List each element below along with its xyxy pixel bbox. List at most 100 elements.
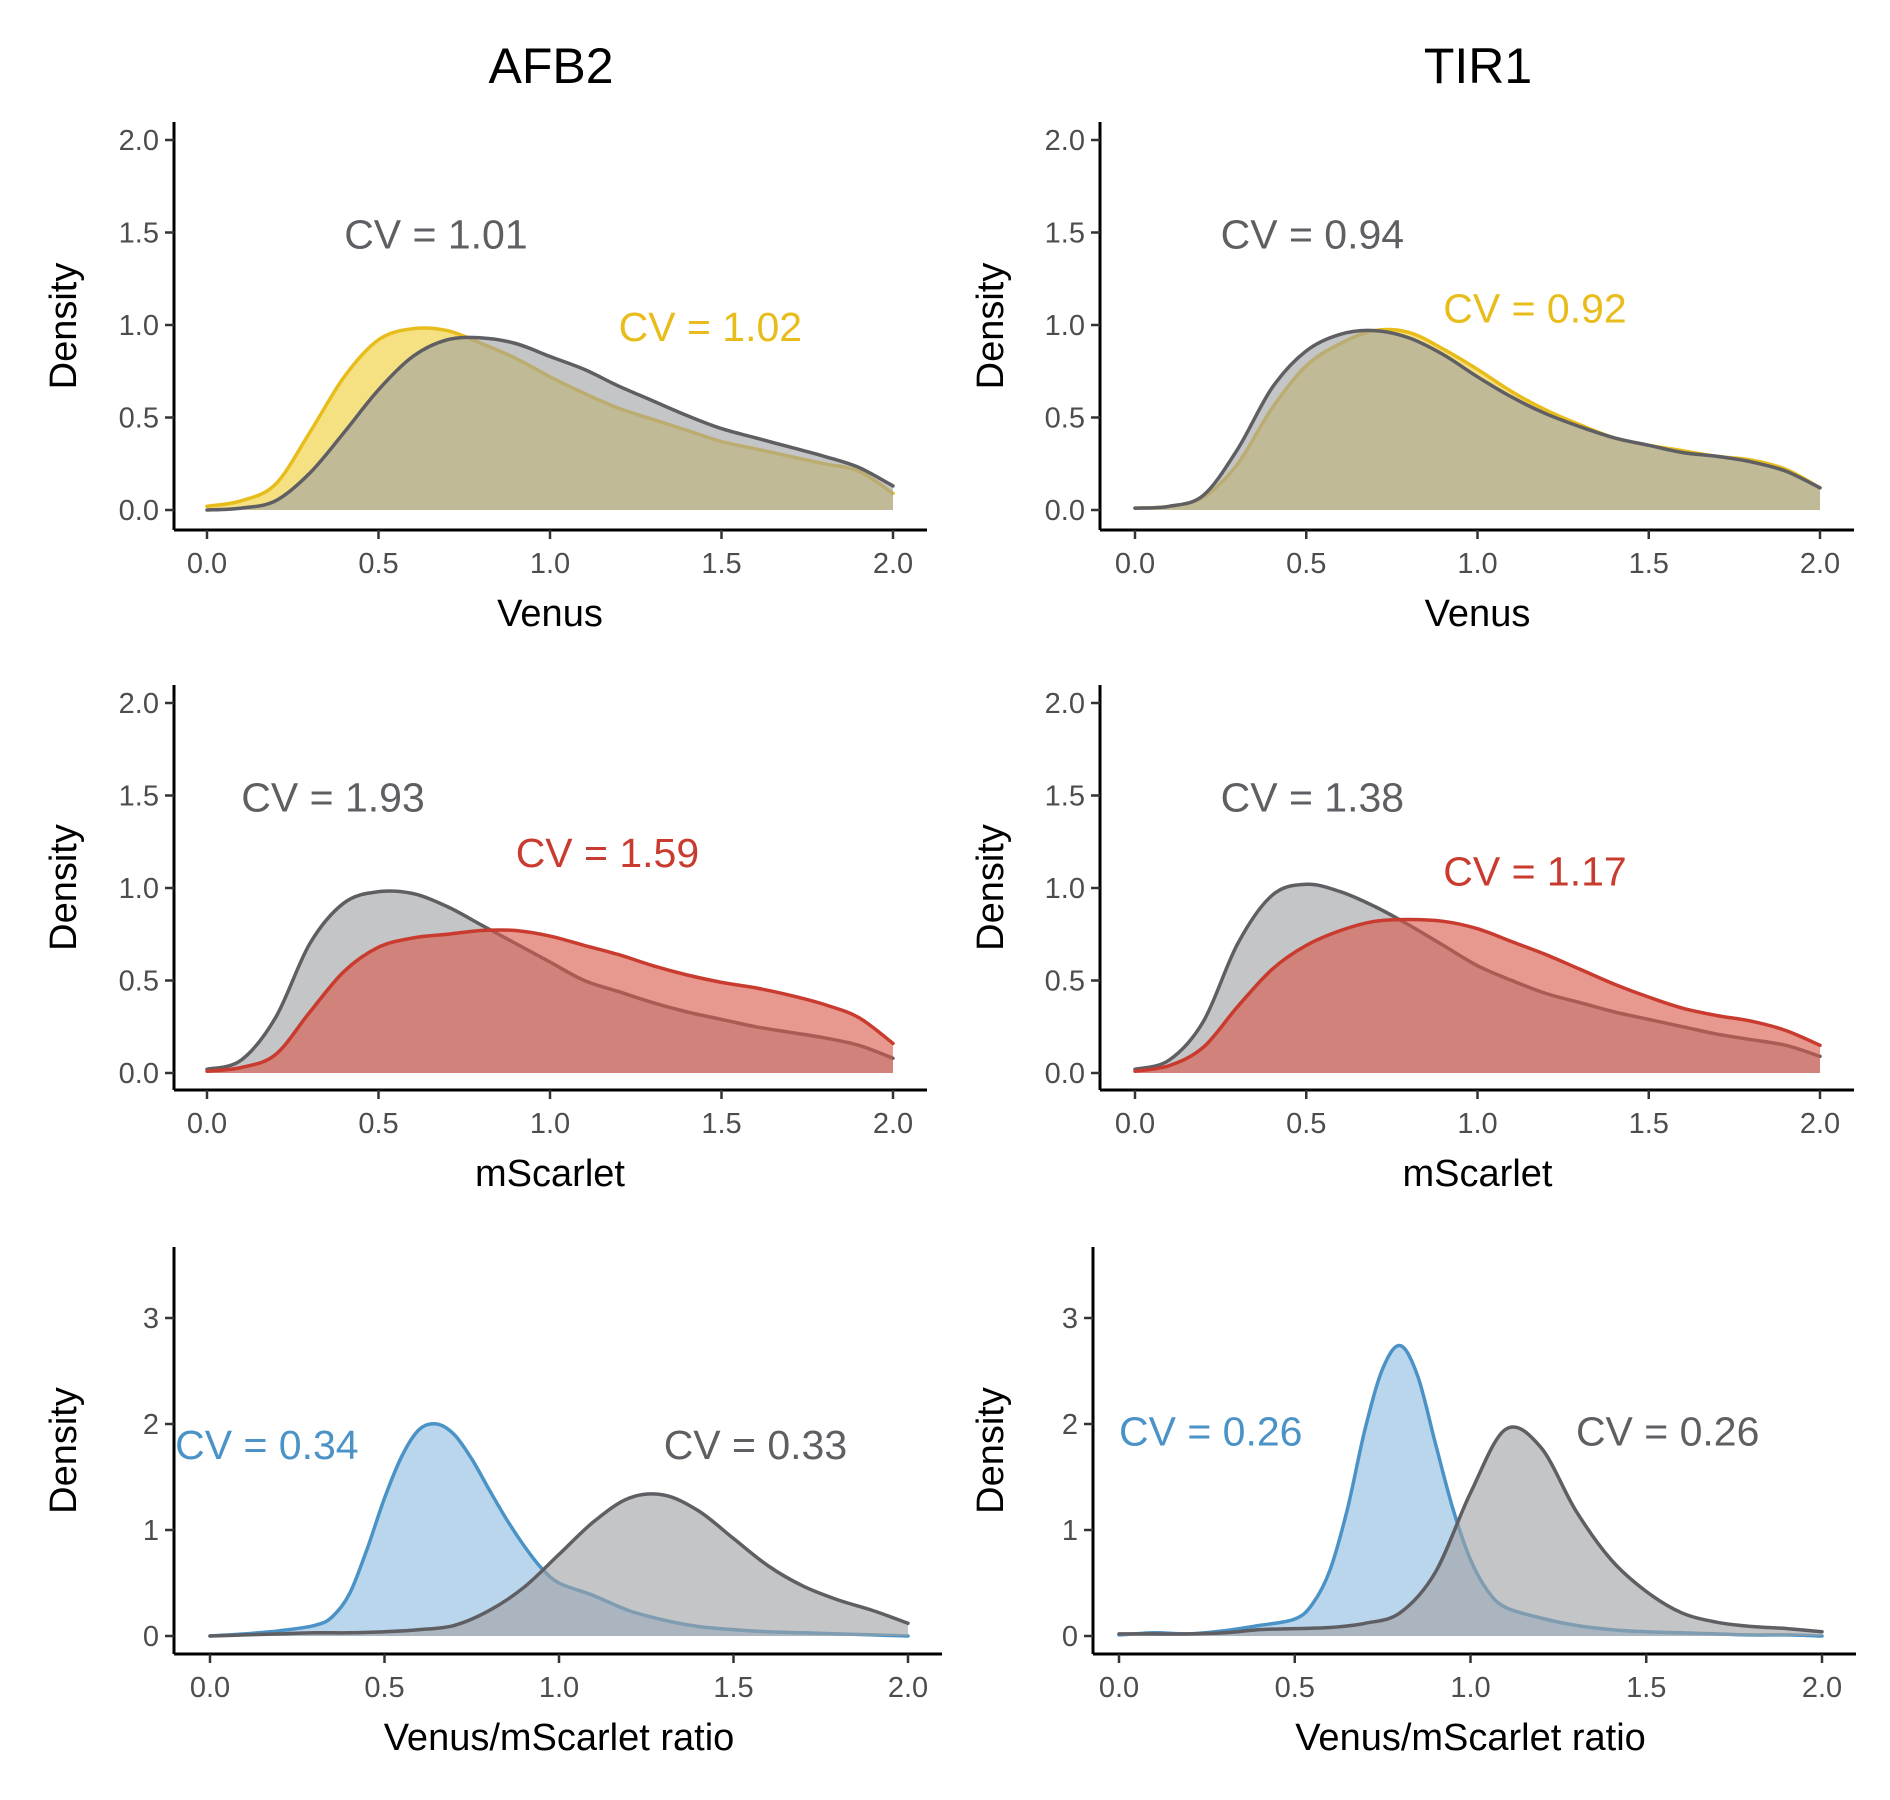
x-tick-label: 2.0 xyxy=(1800,1108,1840,1140)
density-panel: 0.0 0.5 1.0 1.5 2.0 0.0 0.5 1.0 1.5 2.0 mScarlet De… xyxy=(970,685,1854,1195)
x-tick-label: 0.0 xyxy=(1115,548,1155,580)
x-tick-label: 0.5 xyxy=(1286,548,1326,580)
x-tick-label: 2.0 xyxy=(888,1672,928,1704)
cv-annotation: CV = 1.01 xyxy=(344,211,527,257)
y-axis-title: Density xyxy=(43,263,85,390)
density-curve xyxy=(205,335,895,512)
x-tick-label: 1.0 xyxy=(530,548,570,580)
y-tick-label: 0.0 xyxy=(119,1058,159,1090)
density-curve xyxy=(208,1492,910,1638)
x-tick-label: 1.0 xyxy=(1450,1672,1490,1704)
x-tick-label: 1.0 xyxy=(539,1672,579,1704)
cv-annotation: CV = 1.17 xyxy=(1443,848,1626,894)
x-axis-title: mScarlet xyxy=(475,1153,625,1195)
x-tick-label: 1.0 xyxy=(530,1108,570,1140)
y-tick-label: 1.0 xyxy=(1045,873,1085,905)
column-title-tir1: TIR1 xyxy=(1424,38,1532,94)
x-tick-label: 0.0 xyxy=(187,548,227,580)
x-axis-title: Venus xyxy=(497,593,603,635)
x-axis-title: Venus xyxy=(1425,593,1531,635)
y-tick-label: 0.5 xyxy=(119,966,159,998)
y-tick-label: 1.5 xyxy=(1045,218,1085,250)
density-curve xyxy=(205,928,895,1073)
x-tick-label: 1.5 xyxy=(1629,1108,1669,1140)
density-curve xyxy=(1133,917,1822,1073)
density-panel: 0 1 2 3 0.0 0.5 1.0 1.5 2.0 Venus/mScarlet ratio D… xyxy=(970,1247,1856,1759)
x-tick-label: 1.5 xyxy=(713,1672,753,1704)
x-axis-title: Venus/mScarlet ratio xyxy=(384,1717,735,1759)
x-axis-title: mScarlet xyxy=(1403,1153,1553,1195)
y-tick-label: 2.0 xyxy=(119,125,159,157)
density-panel: 0.0 0.5 1.0 1.5 2.0 0.0 0.5 1.0 1.5 2.0 mScarlet De… xyxy=(43,685,927,1195)
y-tick-label: 0.5 xyxy=(1045,966,1085,998)
y-tick-label: 0.5 xyxy=(1045,403,1085,435)
y-tick-label: 2 xyxy=(143,1409,159,1441)
y-tick-label: 0 xyxy=(143,1621,159,1653)
x-tick-label: 0.5 xyxy=(358,1108,398,1140)
cv-annotation: CV = 0.34 xyxy=(175,1422,358,1468)
cv-annotation: CV = 0.26 xyxy=(1576,1408,1759,1454)
y-tick-label: 3 xyxy=(1062,1303,1078,1335)
y-tick-label: 2.0 xyxy=(1045,125,1085,157)
y-tick-label: 1 xyxy=(143,1515,159,1547)
y-tick-label: 3 xyxy=(143,1303,159,1335)
y-tick-label: 1.5 xyxy=(119,781,159,813)
x-tick-label: 0.5 xyxy=(364,1672,404,1704)
x-tick-label: 2.0 xyxy=(1800,548,1840,580)
x-tick-label: 0.0 xyxy=(1115,1108,1155,1140)
density-panel: 0 1 2 3 0.0 0.5 1.0 1.5 2.0 Venus/mScarlet ratio D… xyxy=(43,1247,942,1759)
y-tick-label: 2 xyxy=(1062,1409,1078,1441)
y-tick-label: 1.0 xyxy=(1045,310,1085,342)
x-tick-label: 0.0 xyxy=(1099,1672,1139,1704)
cv-annotation: CV = 1.59 xyxy=(516,830,699,876)
x-tick-label: 0.5 xyxy=(1286,1108,1326,1140)
cv-annotation: CV = 0.26 xyxy=(1119,1408,1302,1454)
y-axis-title: Density xyxy=(43,824,85,951)
x-tick-label: 2.0 xyxy=(1802,1672,1842,1704)
chart-panels: 0.0 0.5 1.0 1.5 2.0 0.0 0.5 1.0 1.5 2.0 Venus Densi… xyxy=(43,122,1856,1759)
y-axis-title: Density xyxy=(43,1387,85,1514)
x-tick-label: 2.0 xyxy=(873,548,913,580)
y-tick-label: 1.0 xyxy=(119,310,159,342)
x-tick-label: 1.0 xyxy=(1457,548,1497,580)
x-tick-label: 1.5 xyxy=(1626,1672,1666,1704)
y-tick-label: 2.0 xyxy=(119,688,159,720)
y-tick-label: 0.0 xyxy=(1045,495,1085,527)
density-panel: 0.0 0.5 1.0 1.5 2.0 0.0 0.5 1.0 1.5 2.0 Venus Densi… xyxy=(43,122,927,635)
y-tick-label: 0.5 xyxy=(119,403,159,435)
y-tick-label: 1.0 xyxy=(119,873,159,905)
x-tick-label: 0.5 xyxy=(1275,1672,1315,1704)
y-axis-title: Density xyxy=(970,263,1012,390)
x-axis-title: Venus/mScarlet ratio xyxy=(1295,1717,1646,1759)
cv-annotation: CV = 1.02 xyxy=(619,304,802,350)
y-axis-title: Density xyxy=(970,824,1012,951)
density-curve xyxy=(1117,1425,1824,1636)
cv-annotation: CV = 0.94 xyxy=(1221,211,1404,257)
x-tick-label: 0.5 xyxy=(358,548,398,580)
x-tick-label: 0.0 xyxy=(187,1108,227,1140)
y-tick-label: 2.0 xyxy=(1045,688,1085,720)
x-tick-label: 1.5 xyxy=(1629,548,1669,580)
cv-annotation: CV = 0.92 xyxy=(1443,285,1626,331)
density-area xyxy=(1119,1426,1822,1636)
density-panel: 0.0 0.5 1.0 1.5 2.0 0.0 0.5 1.0 1.5 2.0 Venus Densi… xyxy=(970,122,1854,635)
y-axis-title: Density xyxy=(970,1387,1012,1514)
x-tick-label: 0.0 xyxy=(190,1672,230,1704)
density-area xyxy=(207,337,893,510)
x-tick-label: 1.0 xyxy=(1457,1108,1497,1140)
density-area xyxy=(207,929,893,1073)
y-tick-label: 0.0 xyxy=(119,495,159,527)
density-curve xyxy=(1133,328,1822,510)
column-title-afb2: AFB2 xyxy=(488,38,613,94)
x-tick-label: 1.5 xyxy=(701,1108,741,1140)
cv-annotation: CV = 1.38 xyxy=(1221,774,1404,820)
density-area xyxy=(210,1423,908,1636)
y-tick-label: 1.5 xyxy=(1045,781,1085,813)
density-area xyxy=(1135,330,1820,510)
cv-annotation: CV = 0.33 xyxy=(664,1422,847,1468)
y-tick-label: 1 xyxy=(1062,1515,1078,1547)
y-tick-label: 0 xyxy=(1062,1621,1078,1653)
cv-annotation: CV = 1.93 xyxy=(241,774,424,820)
y-tick-label: 0.0 xyxy=(1045,1058,1085,1090)
